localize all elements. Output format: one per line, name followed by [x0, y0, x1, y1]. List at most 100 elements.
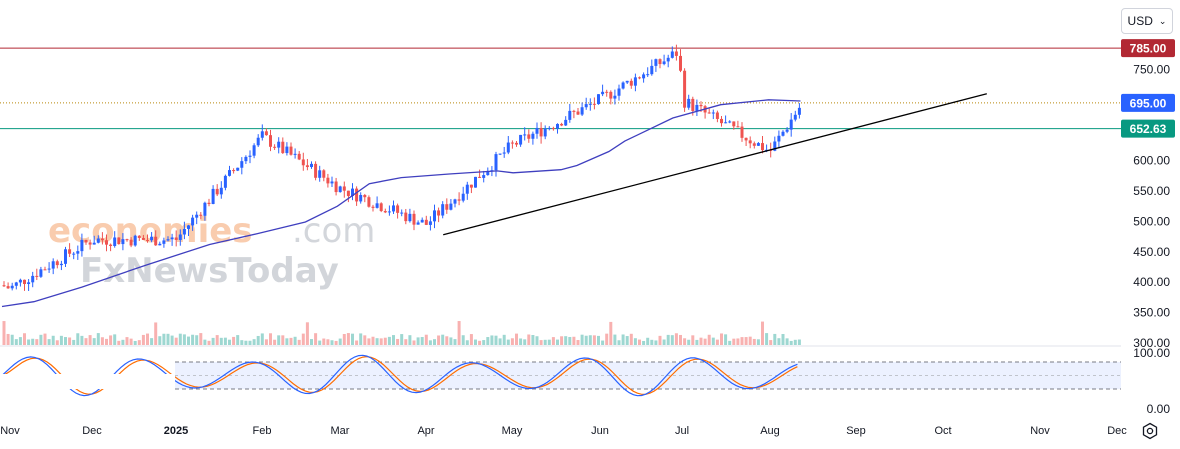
volume-bar [629, 333, 633, 345]
time-tick-label: Dec [82, 425, 102, 437]
volume-bar [2, 321, 6, 345]
volume-bar [506, 339, 510, 345]
volume-bar [523, 339, 527, 345]
volume-bar [769, 340, 773, 345]
volume-bar [797, 339, 801, 345]
candle-body [469, 184, 473, 188]
volume-bar [240, 340, 244, 345]
candle-body [646, 74, 650, 76]
volume-bar [342, 334, 346, 345]
candle-body [683, 70, 687, 108]
trendline[interactable] [443, 93, 987, 236]
volume-bar [789, 340, 793, 345]
candle-body [273, 146, 277, 148]
candle-body [182, 228, 186, 235]
volume-bar [72, 339, 76, 345]
watermark-fxnewstoday: FxNewsToday [80, 251, 339, 291]
volume-bar [215, 335, 219, 345]
volume-bar [732, 338, 736, 345]
candle-body [662, 61, 666, 65]
stochastic-axis[interactable]: 100.00 0.00 [1133, 346, 1170, 416]
level-badge-resistance [1121, 39, 1175, 58]
volume-bar [158, 336, 162, 345]
candle-body [543, 128, 547, 137]
volume-bar [761, 321, 764, 345]
time-axis[interactable]: Nov Dec 2025 Feb Mar Apr May Jun Jul Aug Sep Oct Nov… [0, 425, 1127, 437]
volume-bar [301, 333, 305, 345]
candle-body [141, 237, 145, 240]
volume-bar [371, 336, 375, 345]
volume-bar [100, 337, 104, 345]
candle-body [256, 137, 260, 146]
candle-body [695, 104, 699, 111]
volume-bar [92, 338, 96, 345]
candle-body [293, 153, 297, 155]
volume-bar [80, 335, 84, 345]
volume-bar [125, 337, 129, 345]
candle-body [633, 77, 637, 86]
gear-icon[interactable] [1139, 421, 1161, 441]
level-badge-label: 695.00 [1130, 96, 1167, 110]
volume-bar [277, 335, 281, 345]
candle-body [289, 146, 293, 155]
volume-bar [416, 337, 420, 345]
candle-body [461, 193, 465, 201]
currency-selector[interactable]: USD ⌄ [1121, 8, 1173, 34]
volume-bar [720, 333, 723, 345]
candle-body [551, 127, 555, 129]
candle-body [68, 249, 72, 254]
volume-bar [199, 333, 203, 345]
time-tick-label: May [502, 425, 523, 437]
price-axis[interactable]: 300.00 350.00 400.00 450.00 500.00 550.00 600.… [1133, 62, 1170, 350]
volume-bar [154, 322, 158, 345]
volume-bar [662, 339, 666, 345]
candle-body [338, 186, 342, 193]
candle-body [387, 211, 391, 213]
candle-body [23, 279, 26, 285]
candle-body [560, 123, 564, 126]
volume-bar [18, 337, 22, 345]
volume-bar [699, 337, 703, 345]
volume-bar [105, 338, 108, 345]
candle-body [310, 163, 313, 168]
candle-body [752, 143, 756, 146]
candle-body [576, 111, 580, 115]
candle-body [711, 112, 715, 114]
candle-body [18, 279, 22, 283]
stochastic-k-line [1, 354, 798, 397]
candle-body [736, 126, 740, 128]
volume-bar [601, 340, 605, 345]
candle-body [613, 95, 617, 99]
volume-bar [556, 339, 559, 345]
candle-body [404, 212, 408, 222]
volume-bar [420, 337, 424, 345]
volume-bar [305, 322, 309, 345]
candle-body [437, 210, 441, 216]
candle-body [314, 163, 318, 178]
volume-bar [646, 337, 650, 345]
price-tick-label: 400.00 [1133, 275, 1170, 289]
candle-body [457, 199, 461, 201]
volume-bar [383, 337, 387, 345]
candle-body [642, 74, 646, 79]
volume-bar [35, 339, 39, 345]
candle-body [305, 165, 309, 168]
candle-body [166, 239, 170, 241]
volume-bar [187, 336, 190, 345]
volume-bar [6, 333, 10, 345]
volume-bar [310, 339, 313, 345]
volume-bar [670, 335, 674, 345]
candle-body [658, 59, 662, 65]
candle-body [515, 142, 518, 145]
candle-body [465, 184, 469, 194]
volume-bar [334, 340, 338, 345]
volume-bar [638, 339, 641, 345]
volume-bar [228, 339, 231, 345]
candle-body [64, 249, 67, 264]
candle-body [281, 141, 285, 154]
candle-body [785, 129, 789, 132]
candle-body [178, 234, 182, 240]
volume-bar [64, 337, 67, 345]
